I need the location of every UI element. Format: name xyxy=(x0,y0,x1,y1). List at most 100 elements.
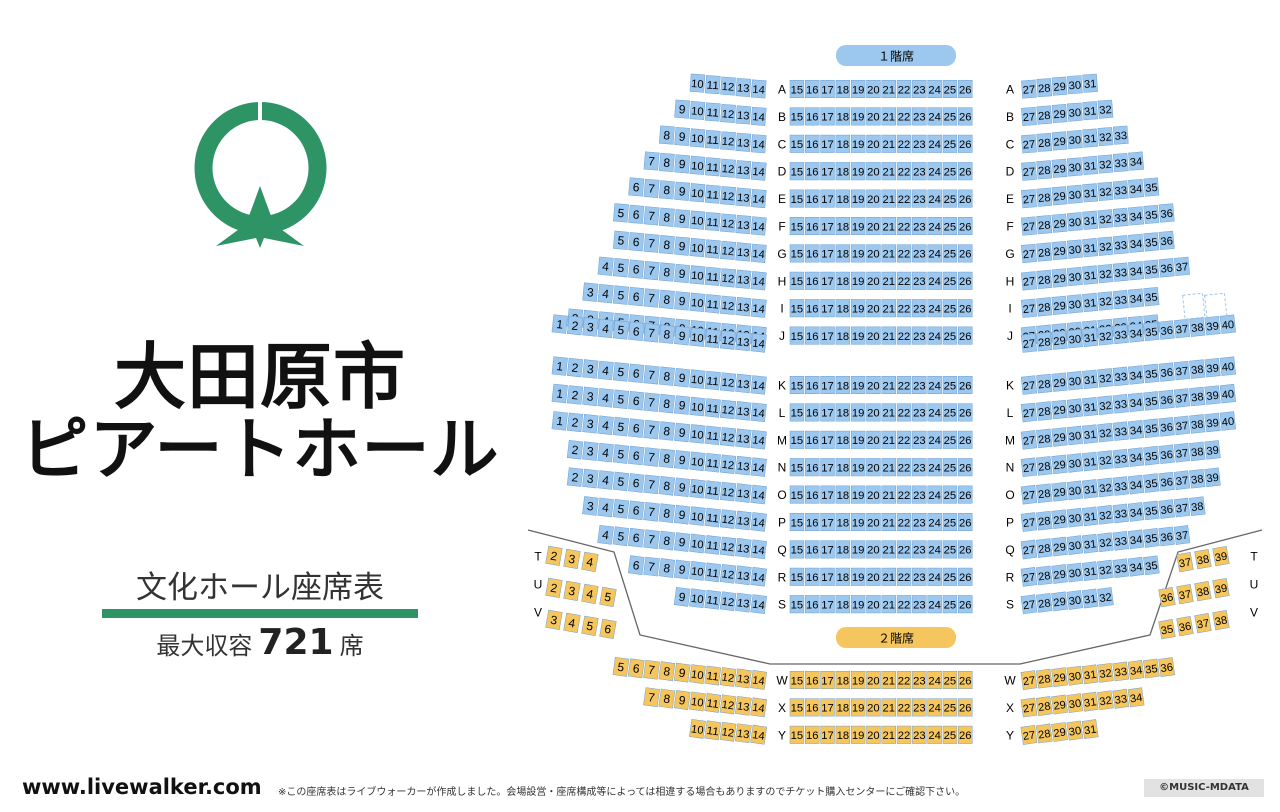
seat-T-37[interactable]: 37 xyxy=(1176,552,1194,573)
seat-S-19[interactable]: 19 xyxy=(850,595,866,614)
seat-J-19[interactable]: 19 xyxy=(850,326,866,345)
seat-J-16[interactable]: 16 xyxy=(805,326,820,345)
seat-O-6[interactable]: 6 xyxy=(628,473,645,493)
seat-C-31[interactable]: 31 xyxy=(1082,128,1099,148)
seat-M-6[interactable]: 6 xyxy=(628,418,645,438)
seat-Q-17[interactable]: 17 xyxy=(820,540,835,559)
seat-L-25[interactable]: 25 xyxy=(942,403,958,422)
seat-N-39[interactable]: 39 xyxy=(1204,440,1221,460)
seat-P-29[interactable]: 29 xyxy=(1051,509,1068,529)
seat-R-33[interactable]: 33 xyxy=(1112,558,1130,579)
seat-C-17[interactable]: 17 xyxy=(820,134,835,153)
seat-F-26[interactable]: 26 xyxy=(958,217,973,235)
seat-Y-31[interactable]: 31 xyxy=(1081,719,1099,740)
seat-P-7[interactable]: 7 xyxy=(643,501,660,522)
seat-F-11[interactable]: 11 xyxy=(704,211,721,232)
seat-E-7[interactable]: 7 xyxy=(643,178,660,198)
seat-R-27[interactable]: 27 xyxy=(1020,567,1038,587)
seat-M-34[interactable]: 34 xyxy=(1127,419,1145,440)
seat-B-10[interactable]: 10 xyxy=(689,101,706,121)
seat-K-35[interactable]: 35 xyxy=(1143,363,1160,384)
seat-H-5[interactable]: 5 xyxy=(612,258,629,278)
seat-H-25[interactable]: 25 xyxy=(942,271,958,290)
seat-L-4[interactable]: 4 xyxy=(597,388,614,408)
seat-L-7[interactable]: 7 xyxy=(643,392,660,412)
seat-G-27[interactable]: 27 xyxy=(1020,243,1037,264)
seat-O-4[interactable]: 4 xyxy=(597,470,614,490)
seat-K-7[interactable]: 7 xyxy=(643,365,660,385)
seat-B-30[interactable]: 30 xyxy=(1067,102,1083,122)
seat-X-19[interactable]: 19 xyxy=(850,698,866,717)
seat-B-22[interactable]: 22 xyxy=(896,107,912,126)
seat-Q-33[interactable]: 33 xyxy=(1112,530,1130,551)
seat-B-28[interactable]: 28 xyxy=(1036,105,1053,125)
seat-C-24[interactable]: 24 xyxy=(927,134,942,153)
seat-P-14[interactable]: 14 xyxy=(750,512,767,532)
seat-P-11[interactable]: 11 xyxy=(704,507,721,528)
seat-K-32[interactable]: 32 xyxy=(1097,368,1114,388)
seat-F-27[interactable]: 27 xyxy=(1020,216,1037,236)
seat-G-18[interactable]: 18 xyxy=(835,244,851,263)
seat-A-17[interactable]: 17 xyxy=(820,80,835,98)
seat-D-11[interactable]: 11 xyxy=(704,157,721,177)
seat-L-15[interactable]: 15 xyxy=(789,403,805,422)
seat-M-7[interactable]: 7 xyxy=(643,419,660,440)
seat-B-11[interactable]: 11 xyxy=(704,102,721,122)
seat-M-33[interactable]: 33 xyxy=(1112,421,1129,441)
seat-unlabeled-right-29[interactable]: 29 xyxy=(1051,330,1068,350)
seat-O-21[interactable]: 21 xyxy=(881,485,896,504)
seat-M-21[interactable]: 21 xyxy=(881,430,896,449)
seat-T-39[interactable]: 39 xyxy=(1212,546,1230,567)
seat-E-20[interactable]: 20 xyxy=(866,189,881,208)
seat-F-8[interactable]: 8 xyxy=(658,207,675,227)
seat-N-6[interactable]: 6 xyxy=(628,445,645,466)
seat-F-16[interactable]: 16 xyxy=(805,217,820,235)
seat-K-27[interactable]: 27 xyxy=(1020,375,1038,395)
seat-K-29[interactable]: 29 xyxy=(1051,372,1068,392)
seat-N-29[interactable]: 29 xyxy=(1051,454,1068,475)
seat-X-29[interactable]: 29 xyxy=(1051,694,1068,715)
seat-A-12[interactable]: 12 xyxy=(720,76,736,96)
seat-L-36[interactable]: 36 xyxy=(1158,389,1175,410)
seat-I-27[interactable]: 27 xyxy=(1020,298,1037,318)
seat-N-12[interactable]: 12 xyxy=(719,454,737,474)
seat-P-16[interactable]: 16 xyxy=(805,513,820,531)
seat-G-25[interactable]: 25 xyxy=(942,244,958,263)
seat-F-29[interactable]: 29 xyxy=(1051,213,1068,233)
seat-E-15[interactable]: 15 xyxy=(789,189,805,208)
seat-N-23[interactable]: 23 xyxy=(912,458,927,477)
seat-G-17[interactable]: 17 xyxy=(820,244,835,263)
seat-G-19[interactable]: 19 xyxy=(850,244,866,263)
seat-P-13[interactable]: 13 xyxy=(735,510,752,531)
seat-W-18[interactable]: 18 xyxy=(835,671,851,689)
seat-X-11[interactable]: 11 xyxy=(704,693,722,713)
seat-P-31[interactable]: 31 xyxy=(1081,506,1099,527)
seat-D-26[interactable]: 26 xyxy=(958,162,973,181)
seat-O-37[interactable]: 37 xyxy=(1173,470,1191,490)
seat-unlabeled-right-33[interactable]: 33 xyxy=(1112,324,1129,345)
seat-Y-14[interactable]: 14 xyxy=(750,724,768,745)
seat-D-14[interactable]: 14 xyxy=(750,161,767,181)
seat-R-6[interactable]: 6 xyxy=(627,555,645,575)
seat-P-8[interactable]: 8 xyxy=(658,503,676,524)
seat-P-35[interactable]: 35 xyxy=(1143,500,1160,521)
seat-P-27[interactable]: 27 xyxy=(1020,512,1038,532)
seat-H-7[interactable]: 7 xyxy=(643,260,660,281)
seat-N-32[interactable]: 32 xyxy=(1097,450,1114,470)
seat-R-20[interactable]: 20 xyxy=(866,567,881,586)
seat-M-18[interactable]: 18 xyxy=(835,430,851,449)
seat-K-19[interactable]: 19 xyxy=(850,376,866,394)
seat-E-30[interactable]: 30 xyxy=(1066,184,1083,204)
seat-K-28[interactable]: 28 xyxy=(1036,373,1053,394)
seat-L-1[interactable]: 1 xyxy=(551,383,568,404)
seat-L-18[interactable]: 18 xyxy=(835,403,851,422)
seat-E-19[interactable]: 19 xyxy=(850,189,866,208)
seat-C-16[interactable]: 16 xyxy=(805,134,820,153)
seat-I-3[interactable]: 3 xyxy=(582,282,599,302)
seat-O-26[interactable]: 26 xyxy=(958,485,973,504)
seat-Q-16[interactable]: 16 xyxy=(805,540,820,559)
seat-Y-24[interactable]: 24 xyxy=(927,725,942,744)
seat-Q-12[interactable]: 12 xyxy=(719,536,737,557)
seat-M-30[interactable]: 30 xyxy=(1066,425,1084,446)
seat-Y-21[interactable]: 21 xyxy=(881,725,896,744)
